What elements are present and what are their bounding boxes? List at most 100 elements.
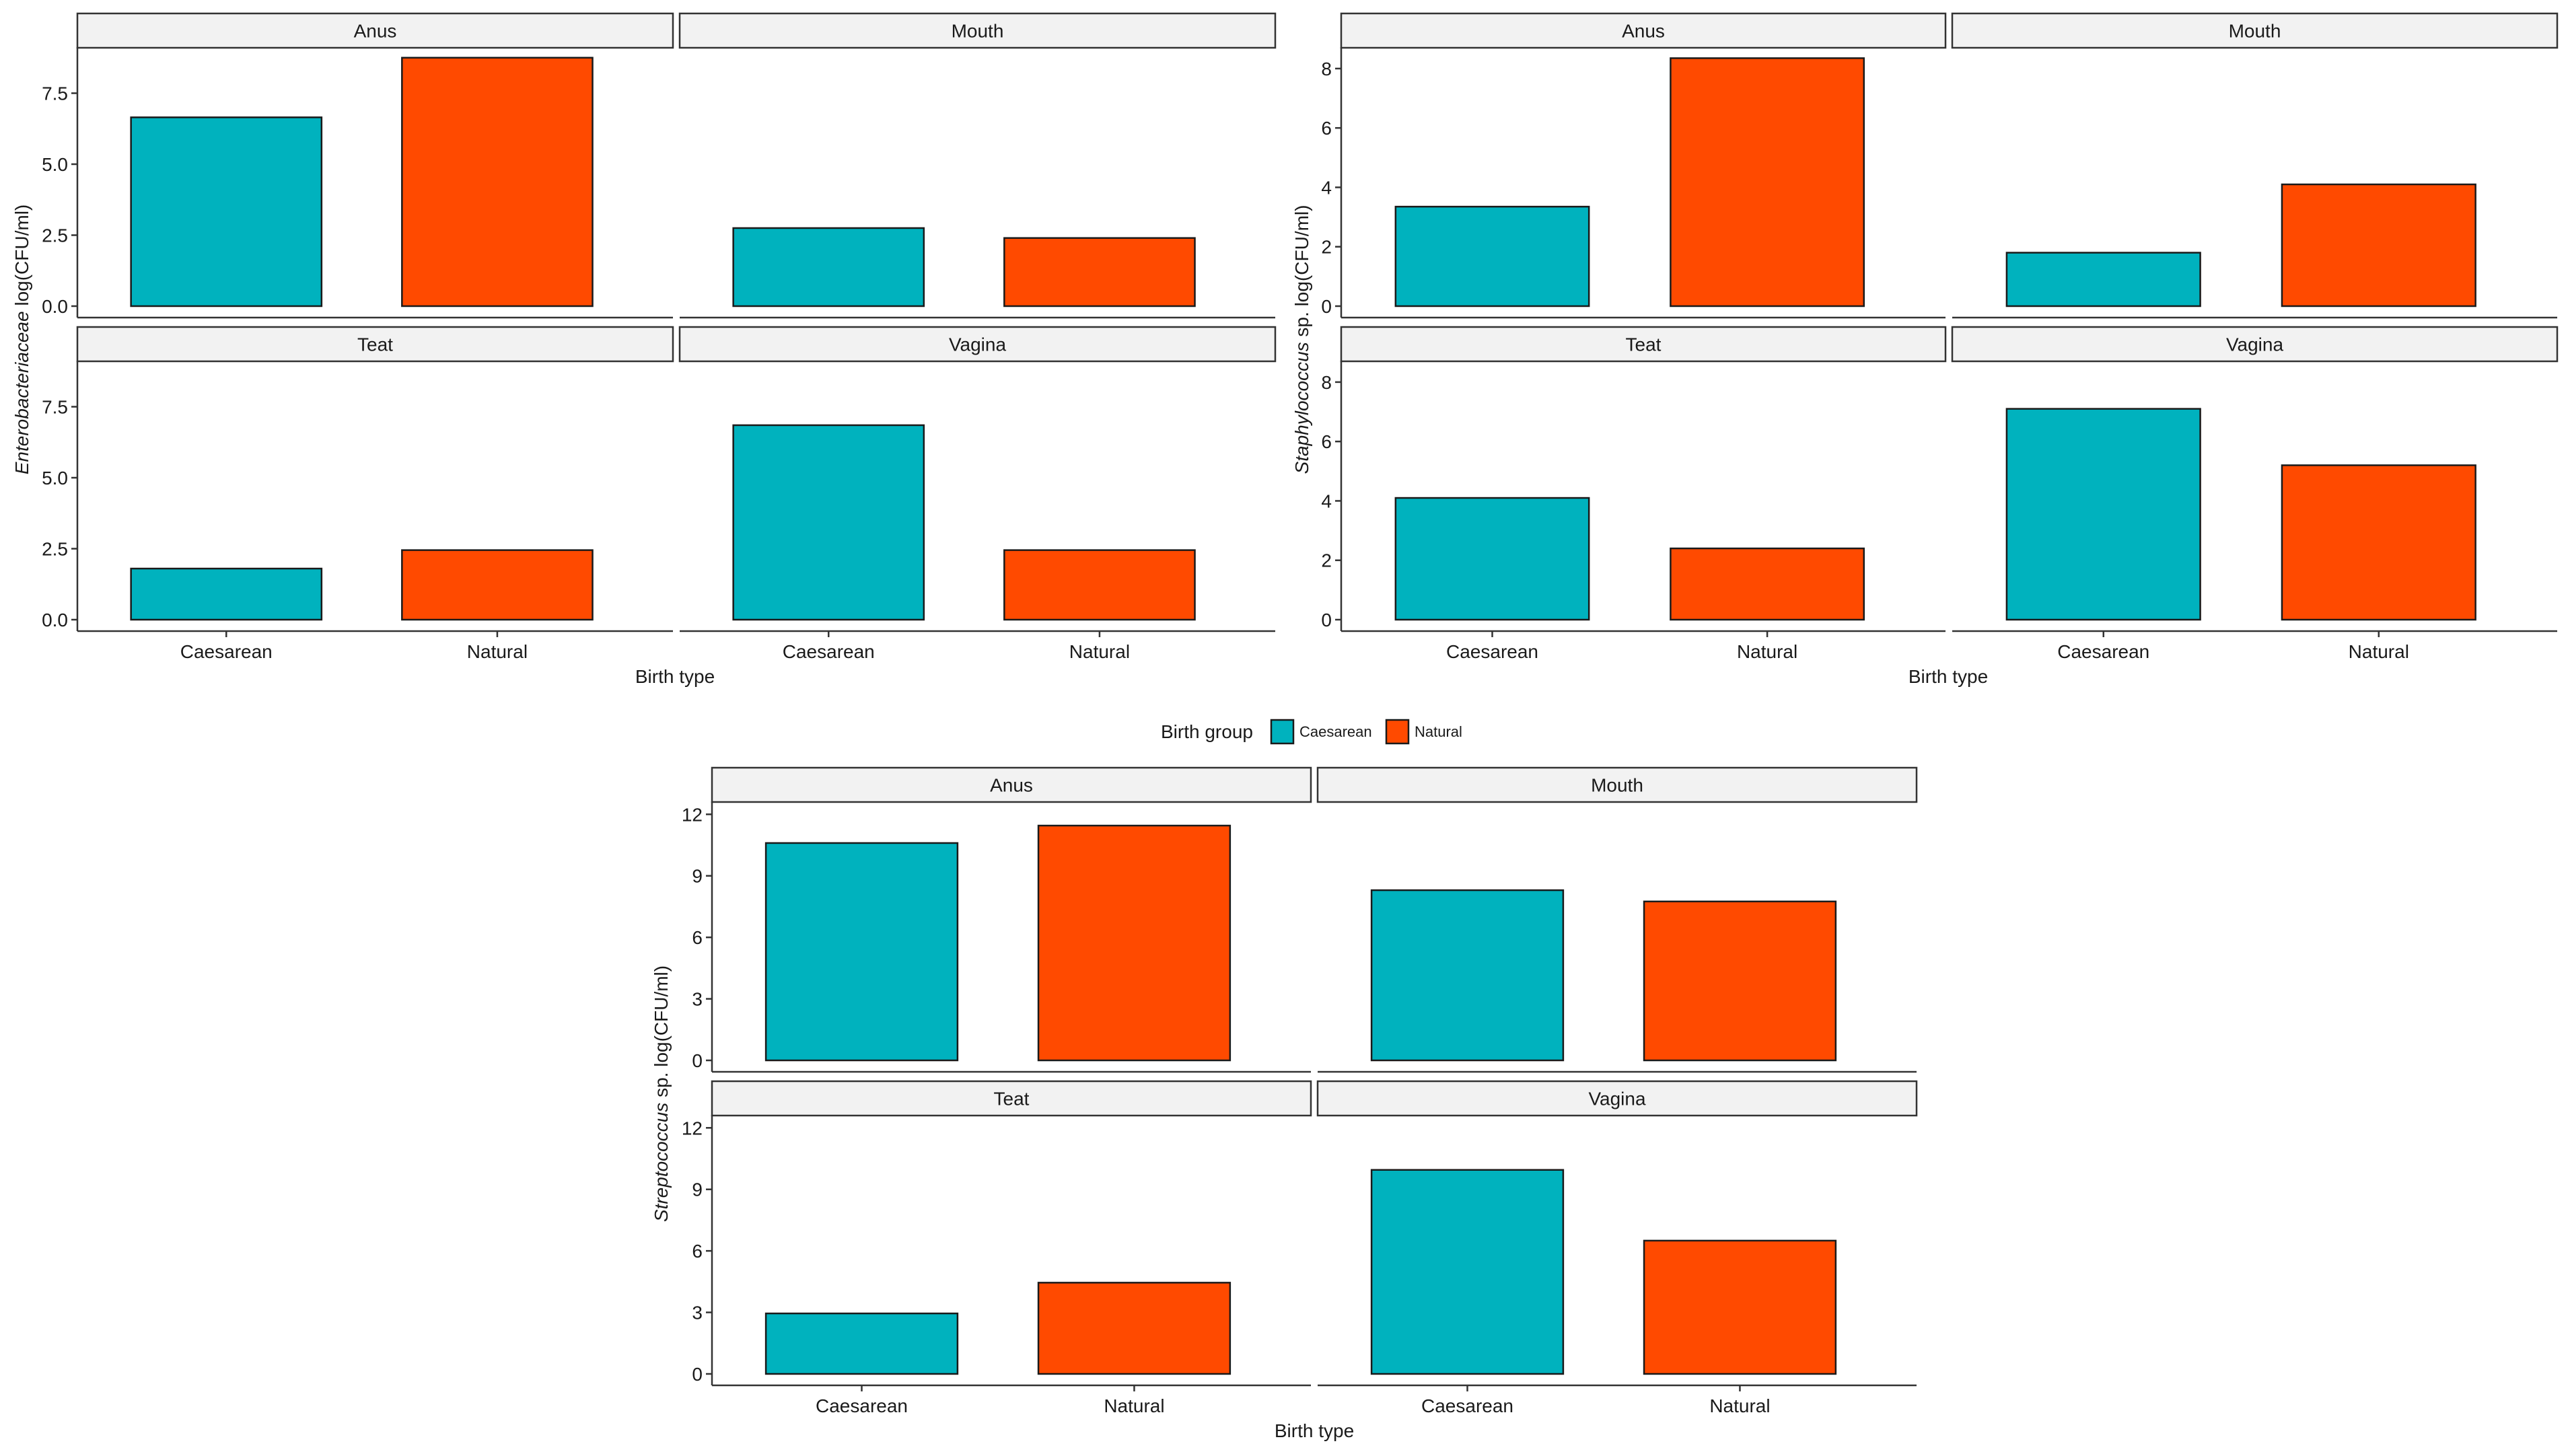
y-tick-label: 0 [692, 1050, 703, 1071]
y-tick-label: 7.5 [42, 83, 68, 104]
x-tick-label: Natural [1104, 1395, 1164, 1416]
facet-strip [1951, 326, 2559, 363]
facet-strip [1340, 326, 1947, 363]
facet-strip [1340, 12, 1947, 49]
bar-natural[interactable] [1037, 1282, 1232, 1375]
x-axis-title: Birth type [1275, 1420, 1354, 1441]
bar-natural[interactable] [1037, 824, 1232, 1062]
bar-natural[interactable] [1643, 900, 1837, 1062]
bar-caesarean[interactable] [130, 567, 323, 621]
bar-natural[interactable] [401, 57, 594, 307]
x-tick-label: Caesarean [783, 641, 875, 662]
facet-strip-label: Vagina [2226, 334, 2284, 355]
facet-teat: Teat 0 2 4 6 8 Caesarean Natural [1321, 326, 1947, 662]
facet-strip [76, 326, 674, 363]
facet-teat: Teat 0.0 2.5 5.0 7.5 Caesarean Natural [42, 326, 674, 662]
bar-natural[interactable] [1003, 237, 1196, 307]
y-axis-title: Enterobacteriaceae log(CFU/ml) [11, 205, 32, 475]
bar-natural[interactable] [1003, 549, 1196, 621]
facet-strip [678, 326, 1277, 363]
y-tick-label: 0 [1321, 296, 1332, 317]
y-tick-label: 9 [692, 1179, 703, 1200]
bar-natural[interactable] [401, 549, 594, 621]
bar-natural[interactable] [1670, 57, 1865, 307]
facet-vagina: Vagina Caesarean Natural [678, 326, 1277, 662]
y-tick-label: 2.5 [42, 539, 68, 560]
bar-caesarean[interactable] [1394, 205, 1590, 307]
facet-strip-label: Mouth [952, 21, 1004, 42]
y-tick-label: 2.5 [42, 225, 68, 246]
y-axis-title-units: sp. log(CFU/ml) [1291, 205, 1312, 342]
facet-mouth: Mouth [678, 12, 1277, 319]
facet-teat: Teat 0 3 6 9 12 Caesarean Natural [682, 1080, 1312, 1416]
y-tick-label: 9 [692, 866, 703, 887]
x-tick-label: Caesarean [2057, 641, 2149, 662]
x-tick-label: Natural [1709, 1395, 1770, 1416]
facet-strip-label: Anus [354, 21, 397, 42]
x-tick-label: Caesarean [816, 1395, 908, 1416]
y-tick-label: 6 [692, 1241, 703, 1262]
facet-mouth: Mouth [1316, 766, 1918, 1073]
y-tick-label: 4 [1321, 490, 1332, 511]
y-axis-title-taxon: Streptococcus [651, 1103, 672, 1222]
y-tick-label: 7.5 [42, 397, 68, 418]
bar-caesarean[interactable] [732, 424, 925, 621]
legend-item-caesarean[interactable]: Caesarean [1270, 719, 1372, 745]
y-tick-label: 5.0 [42, 154, 68, 175]
facet-strip-label: Anus [1622, 21, 1665, 42]
bar-caesarean[interactable] [2005, 408, 2201, 621]
x-tick-label: Natural [1069, 641, 1130, 662]
bar-natural[interactable] [2281, 183, 2476, 307]
x-tick-label: Caesarean [1446, 641, 1538, 662]
y-tick-label: 12 [682, 1118, 703, 1138]
facet-strip-label: Teat [1626, 334, 1662, 355]
bar-caesarean[interactable] [1370, 889, 1565, 1062]
facet-anus: Anus 0 2 4 6 8 [1321, 12, 1947, 319]
x-tick-label: Natural [467, 641, 528, 662]
y-tick-label: 6 [1321, 118, 1332, 139]
y-tick-label: 0 [1321, 610, 1332, 630]
y-tick-label: 5.0 [42, 468, 68, 488]
legend-key-swatch [1270, 719, 1295, 745]
legend-title: Birth group [1161, 721, 1253, 742]
y-tick-label: 3 [692, 1303, 703, 1323]
y-tick-label: 3 [692, 989, 703, 1010]
facet-strip [711, 1080, 1312, 1117]
bar-caesarean[interactable] [1394, 497, 1590, 621]
facet-strip-label: Vagina [949, 334, 1007, 355]
y-tick-label: 0 [692, 1364, 703, 1385]
y-axis-title: Streptococcus sp. log(CFU/ml) [651, 966, 672, 1222]
y-tick-label: 0.0 [42, 296, 68, 317]
bar-caesarean[interactable] [2005, 252, 2201, 307]
x-axis-title: Birth type [635, 666, 715, 687]
chart-streptococcus: Anus 0 3 6 9 12 Mouth Teat 0 3 6 9 12 Caesarean Natura… [651, 766, 1918, 1441]
facet-strip-label: Vagina [1588, 1089, 1646, 1109]
y-tick-label: 2 [1321, 550, 1332, 571]
bar-caesarean[interactable] [764, 1312, 959, 1375]
y-tick-label: 4 [1321, 177, 1332, 198]
bar-natural[interactable] [2281, 464, 2476, 621]
y-axis-title-units: log(CFU/ml) [11, 205, 32, 312]
y-axis-title-units: sp. log(CFU/ml) [651, 966, 672, 1103]
facet-mouth: Mouth [1951, 12, 2559, 319]
bar-caesarean[interactable] [1370, 1169, 1565, 1375]
legend-key-swatch [1385, 719, 1410, 745]
facet-strip-label: Teat [357, 334, 393, 355]
y-tick-label: 2 [1321, 237, 1332, 258]
bar-caesarean[interactable] [732, 227, 925, 307]
legend-item-natural[interactable]: Natural [1385, 719, 1462, 745]
facet-strip-label: Anus [990, 775, 1033, 796]
y-tick-label: 8 [1321, 59, 1332, 79]
y-axis-title-taxon: Staphylococcus [1291, 342, 1312, 474]
facet-strip-label: Teat [994, 1089, 1030, 1109]
chart-enterobacteriaceae: Anus 0.0 2.5 5.0 7.5 Mouth Teat 0.0 2.5 5.0 7.5 Cae… [11, 12, 1277, 687]
bar-natural[interactable] [1643, 1239, 1837, 1375]
legend-key-label: Caesarean [1299, 723, 1372, 740]
x-tick-label: Natural [2349, 641, 2409, 662]
bar-caesarean[interactable] [130, 116, 323, 307]
bar-natural[interactable] [1670, 547, 1865, 621]
x-tick-label: Caesarean [1421, 1395, 1513, 1416]
bar-caesarean[interactable] [764, 842, 959, 1062]
